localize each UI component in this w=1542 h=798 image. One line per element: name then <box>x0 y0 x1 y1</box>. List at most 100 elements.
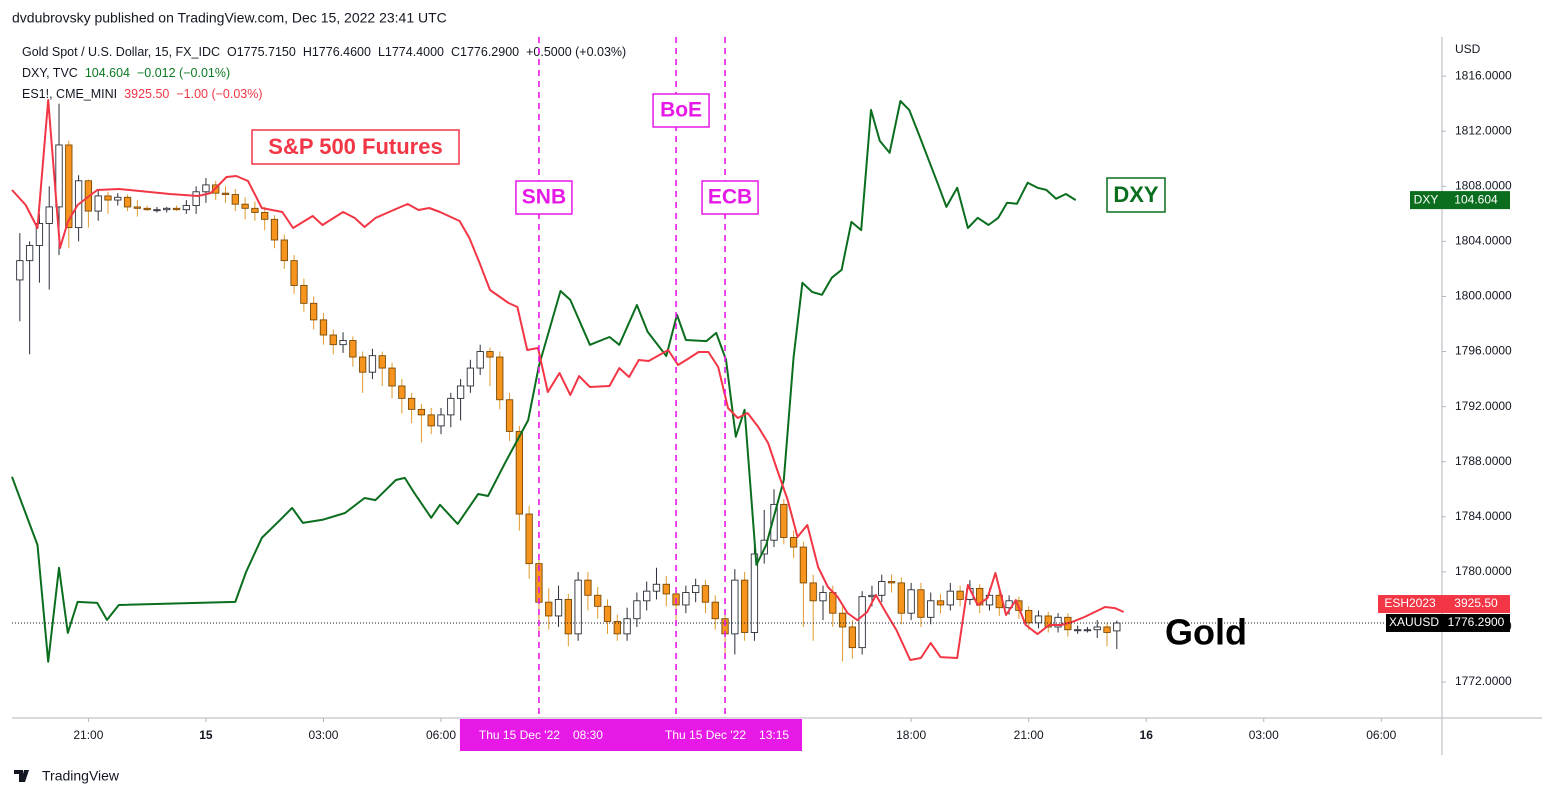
candle-body <box>310 302 318 321</box>
price-tag-name: ESH2023 <box>1384 596 1436 610</box>
y-tick-label: 1800.0000 <box>1455 289 1512 303</box>
candle-body <box>368 355 377 373</box>
candle-body <box>417 408 426 416</box>
candle-body <box>398 385 406 399</box>
legend-row: DXY, TVC 104.604 −0.012 (−0.01%) <box>22 66 230 80</box>
price-tag-name: XAUUSD <box>1389 615 1439 629</box>
candle-body <box>143 207 151 211</box>
legend-item: −1.00 (−0.03%) <box>176 87 262 101</box>
legend-item: −0.012 (−0.01%) <box>137 66 230 80</box>
event-label: SNB <box>522 186 566 209</box>
series-line <box>11 100 1077 663</box>
candle-body <box>339 340 347 346</box>
x-tick-label: 18:00 <box>896 728 926 742</box>
candle-body <box>300 284 308 304</box>
candle-body <box>682 592 690 606</box>
candle-body <box>574 579 582 635</box>
x-tick-label: 06:00 <box>426 728 456 742</box>
candle-body <box>692 585 700 593</box>
legend-item: L1774.4000 <box>378 45 444 59</box>
x-tick-label: 15 <box>199 728 213 742</box>
y-tick-label: 1772.0000 <box>1455 674 1512 688</box>
candle-body <box>1083 629 1092 632</box>
candle-body <box>456 385 465 399</box>
price-tag-value-bg <box>1442 191 1510 210</box>
candle-body <box>848 626 857 649</box>
annotation: DXY <box>1113 182 1159 207</box>
candle-body <box>486 351 494 358</box>
crosshair-date: Thu 15 Dec '22 <box>479 728 560 742</box>
candle-body <box>437 414 445 427</box>
legend-row: Gold Spot / U.S. Dollar, 15, FX_IDC O1775… <box>22 45 626 59</box>
crosshair-date: Thu 15 Dec '22 <box>665 728 746 742</box>
candle-body <box>94 195 102 212</box>
candle-body <box>261 211 269 220</box>
candle-body <box>35 223 44 246</box>
candle-body <box>731 579 739 635</box>
y-tick-label: 1816.0000 <box>1455 68 1512 82</box>
y-tick-label: 1812.0000 <box>1455 123 1512 137</box>
candle-body <box>466 367 475 387</box>
candle-body <box>740 579 749 633</box>
candle-body <box>280 239 288 262</box>
candle-body <box>936 600 945 606</box>
annotation: S&P 500 Futures <box>268 134 442 159</box>
x-tick-label: 03:00 <box>308 728 338 742</box>
candle-body <box>515 430 524 515</box>
candle-body <box>789 537 798 548</box>
candle-body <box>701 585 710 603</box>
price-tag-value-bg <box>1442 613 1510 632</box>
y-tick-label: 1784.0000 <box>1455 509 1512 523</box>
candle-body <box>878 581 886 596</box>
y-tick-label: 1792.0000 <box>1455 399 1512 413</box>
candle-body <box>643 590 651 602</box>
candle-body <box>927 600 935 618</box>
legend-row: ES1!, CME_MINI 3925.50 −1.00 (−0.03%) <box>22 87 263 101</box>
price-tag-value: 104.604 <box>1454 192 1498 206</box>
candle-body <box>329 334 337 346</box>
legend-item: C1776.2900 <box>451 45 519 59</box>
x-tick-label: 03:00 <box>1249 728 1279 742</box>
legend-item: O1775.7150 <box>227 45 296 59</box>
candle-body <box>897 582 905 614</box>
y-tick-label: 1796.0000 <box>1455 344 1512 358</box>
annotation-box <box>251 129 460 165</box>
candle-body <box>427 414 435 427</box>
crosshair-band <box>459 719 803 751</box>
price-tag-name-bg <box>1386 613 1442 632</box>
series-line <box>11 99 1125 661</box>
candle-body <box>1103 626 1111 633</box>
axis-unit: USD <box>1455 42 1481 56</box>
legend-item: 3925.50 <box>124 87 169 101</box>
candle-body <box>55 144 63 208</box>
legend-item: 104.604 <box>85 66 130 80</box>
candle-body <box>584 579 592 596</box>
legend-item: ES1!, CME_MINI <box>22 87 117 101</box>
footer: TradingView <box>42 768 120 784</box>
x-tick-label: 21:00 <box>73 728 103 742</box>
candle-body <box>1113 622 1121 632</box>
candle-body <box>25 245 34 262</box>
candle-body <box>594 594 602 607</box>
candle-body <box>564 598 572 635</box>
candle-body <box>16 260 24 281</box>
candle-body <box>917 589 925 618</box>
legend-item: Gold Spot / U.S. Dollar, 15, FX_IDC <box>22 45 220 59</box>
candle-body <box>241 203 249 209</box>
legend-item: DXY, TVC <box>22 66 78 80</box>
candle-body <box>290 260 298 286</box>
candle-body <box>1093 626 1101 631</box>
candle-body <box>505 399 514 432</box>
candle-body <box>104 195 112 201</box>
event-box <box>701 180 759 215</box>
candle-body <box>1054 616 1062 628</box>
candle-body <box>770 503 778 541</box>
candle-body <box>1034 615 1043 624</box>
candle-body <box>838 612 847 628</box>
candle-body <box>809 582 817 602</box>
candle-body <box>496 356 504 401</box>
footer-logo <box>14 770 29 782</box>
crosshair-time: 08:30 <box>573 728 603 742</box>
